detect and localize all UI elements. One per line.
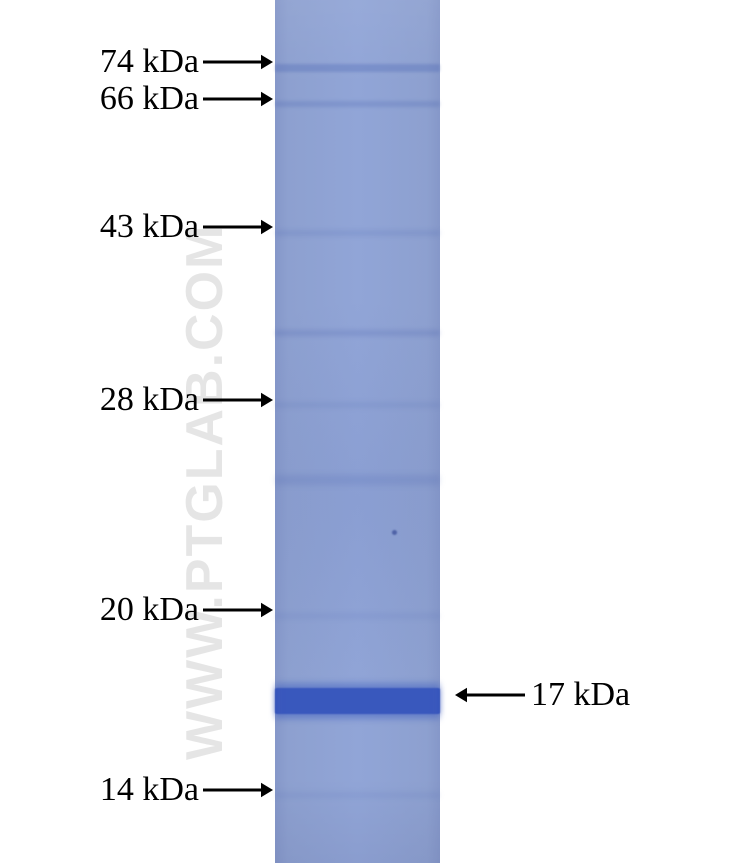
arrow-right-icon [203,778,273,802]
band-marker-28 [275,402,440,408]
sample-label-text: 17 kDa [531,676,630,714]
marker-label-text: 14 kDa [100,771,199,809]
arrow-right-icon [203,87,273,111]
gel-lane [275,0,440,863]
band-sample-17-halo [275,682,440,720]
marker-label-text: 43 kDa [100,208,199,246]
arrow-right-icon [203,215,273,239]
arrow-right-icon [203,598,273,622]
marker-label-text: 74 kDa [100,43,199,81]
band-marker-14 [275,792,440,798]
marker-label-43kda: 43 kDa [100,208,273,246]
marker-label-text: 66 kDa [100,80,199,118]
band-faint-24 [275,475,440,485]
band-marker-66 [275,101,440,107]
marker-label-28kda: 28 kDa [100,381,273,419]
band-marker-20 [275,613,440,619]
marker-label-74kda: 74 kDa [100,43,273,81]
marker-label-text: 28 kDa [100,381,199,419]
arrow-left-icon [455,683,525,707]
band-marker-74 [275,64,440,72]
marker-label-66kda: 66 kDa [100,80,273,118]
marker-label-text: 20 kDa [100,591,199,629]
arrow-right-icon [203,388,273,412]
band-marker-43 [275,230,440,236]
sample-label-17kda: 17 kDa [455,676,630,714]
marker-label-14kda: 14 kDa [100,771,273,809]
gel-speck [392,530,397,535]
marker-label-20kda: 20 kDa [100,591,273,629]
band-faint-33 [275,330,440,336]
arrow-right-icon [203,50,273,74]
